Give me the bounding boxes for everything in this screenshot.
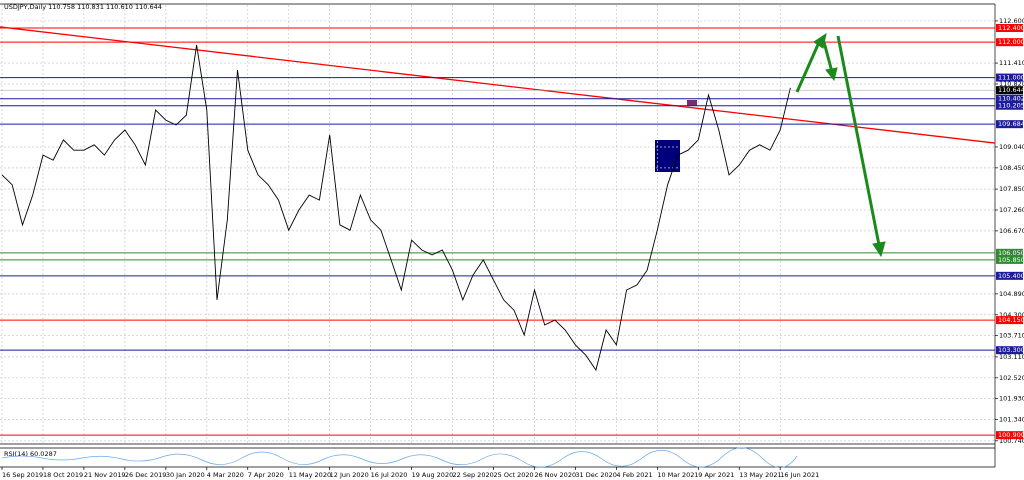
marker bbox=[687, 100, 697, 106]
y-tick-label: 104.890 bbox=[999, 290, 1024, 298]
level-label-box bbox=[996, 248, 1023, 257]
level-label-box bbox=[996, 431, 1023, 440]
x-tick-label: 16 Sep 2019 bbox=[2, 471, 43, 479]
level-label: 100.900 bbox=[998, 431, 1024, 439]
level-label-box bbox=[996, 271, 1023, 280]
level-label-box bbox=[996, 94, 1023, 103]
y-tick-label: 101.930 bbox=[999, 395, 1024, 403]
x-tick-label: 18 Oct 2019 bbox=[43, 471, 83, 479]
y-tick-label: 106.670 bbox=[999, 227, 1024, 235]
x-tick-label: 13 May 2021 bbox=[739, 471, 781, 479]
y-tick-label: 102.520 bbox=[999, 374, 1024, 382]
last-price-box bbox=[996, 86, 1023, 95]
level-label-box bbox=[996, 255, 1023, 264]
x-tick-label: 12 Jun 2020 bbox=[330, 471, 369, 479]
arrowhead bbox=[825, 67, 838, 82]
x-tick-label: 4 Mar 2020 bbox=[207, 471, 244, 479]
level-label-box bbox=[996, 73, 1023, 82]
level-label: 103.300 bbox=[998, 346, 1024, 354]
level-label: 110.402 bbox=[998, 95, 1024, 103]
last-price-label: 110.644 bbox=[998, 86, 1024, 94]
level-label: 104.150 bbox=[998, 316, 1024, 324]
level-label: 112.000 bbox=[998, 38, 1024, 46]
x-tick-label: 16 Jul 2020 bbox=[371, 471, 408, 479]
level-label: 105.850 bbox=[998, 256, 1024, 264]
x-tick-label: 19 Aug 2020 bbox=[412, 471, 454, 479]
y-tick-label: 108.450 bbox=[999, 164, 1024, 172]
level-label: 111.000 bbox=[998, 74, 1024, 82]
rsi-line bbox=[1, 447, 798, 468]
level-label-box bbox=[996, 38, 1023, 47]
arrowhead bbox=[872, 241, 886, 258]
y-tick-label: 103.710 bbox=[999, 332, 1024, 340]
arrowhead bbox=[813, 32, 827, 49]
x-tick-label: 10 Mar 2021 bbox=[657, 471, 698, 479]
plot: 112.600 111.410 110.820 109.040 108.450 107.8… bbox=[0, 5, 1024, 479]
x-tick-label: 4 Feb 2021 bbox=[616, 471, 652, 479]
x-tick-label: 30 Jan 2020 bbox=[166, 471, 205, 479]
y-tick-label: 101.340 bbox=[999, 416, 1024, 424]
y-tick-label: 110.820 bbox=[999, 80, 1024, 88]
highlight-box bbox=[655, 140, 680, 172]
level-label: 105.400 bbox=[998, 272, 1024, 280]
forecast-arrows bbox=[795, 32, 886, 258]
y-tick-label: 111.410 bbox=[999, 59, 1024, 67]
x-tick-label: 7 Apr 2020 bbox=[248, 471, 284, 479]
y-tick-label: 103.110 bbox=[999, 353, 1024, 361]
y-tick-label: 107.850 bbox=[999, 185, 1024, 193]
indicator-label: RSI(14) 60.0287 bbox=[4, 450, 57, 458]
arrow-down-short bbox=[822, 41, 834, 73]
y-tick-label: 107.260 bbox=[999, 206, 1024, 214]
x-tick-label: 22 Sep 2020 bbox=[453, 471, 494, 479]
x-tick-label: 9 Apr 2021 bbox=[698, 471, 734, 479]
level-label-box bbox=[996, 346, 1023, 355]
x-tick-label: 26 Nov 2020 bbox=[534, 471, 576, 479]
price-line bbox=[1, 44, 791, 372]
level-label-box bbox=[996, 120, 1023, 129]
x-tick-label: 16 Jun 2021 bbox=[780, 471, 819, 479]
level-label: 112.400 bbox=[998, 24, 1024, 32]
level-label: 106.050 bbox=[998, 249, 1024, 257]
y-tick-label: 100.740 bbox=[999, 437, 1024, 445]
arrow-up bbox=[795, 39, 822, 93]
arrow-down-long bbox=[836, 35, 881, 246]
x-tick-label: 31 Dec 2020 bbox=[575, 471, 617, 479]
y-tick-label: 104.300 bbox=[999, 311, 1024, 319]
level-label-box bbox=[996, 101, 1023, 110]
level-label-box bbox=[996, 24, 1023, 33]
level-label-box bbox=[996, 316, 1023, 325]
chart-title: USDJPY,Daily 110.758 110.831 110.610 110… bbox=[4, 3, 162, 11]
x-tick-label: 26 Dec 2019 bbox=[125, 471, 167, 479]
level-label: 110.205 bbox=[998, 102, 1024, 110]
y-tick-label: 112.600 bbox=[999, 17, 1024, 25]
x-tick-label: 25 Oct 2020 bbox=[494, 471, 534, 479]
level-label: 109.684 bbox=[998, 120, 1024, 128]
y-tick-label: 109.040 bbox=[999, 143, 1024, 151]
x-tick-label: 21 Nov 2019 bbox=[84, 471, 126, 479]
x-tick-label: 11 May 2020 bbox=[289, 471, 331, 479]
